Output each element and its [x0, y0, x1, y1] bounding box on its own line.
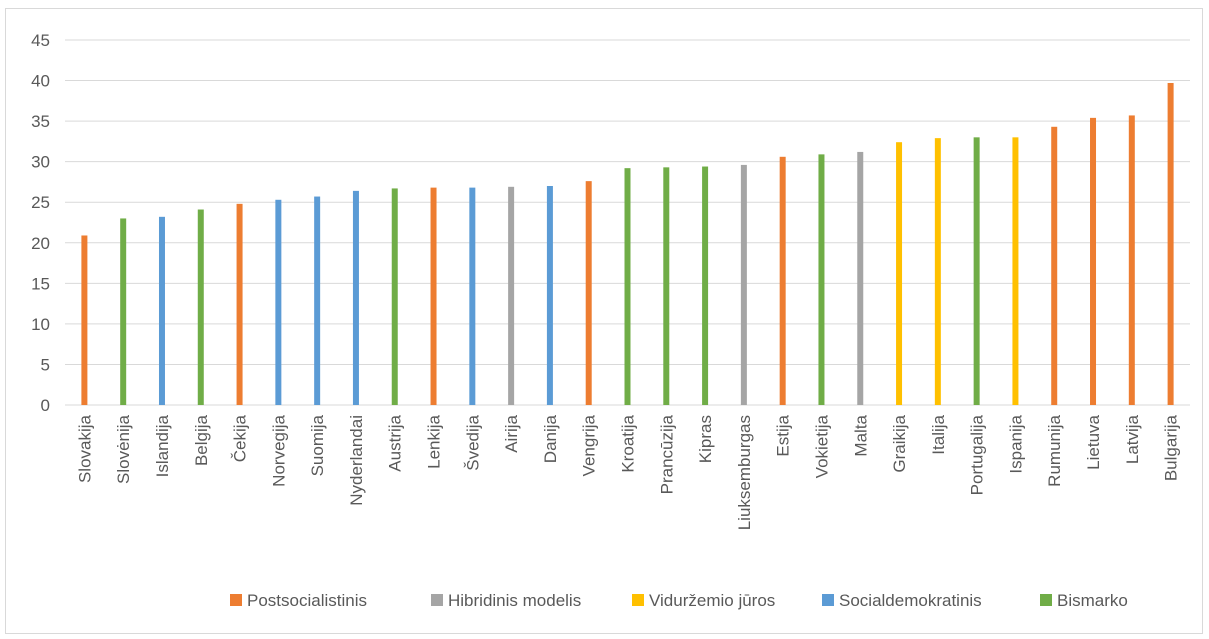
x-tick-label: Danija [541, 414, 560, 463]
x-tick-label: Portugalija [968, 414, 987, 495]
x-tick-label: Rumunija [1045, 414, 1064, 486]
x-tick-label: Kroatija [619, 414, 638, 472]
x-tick-label: Švedija [463, 414, 482, 470]
bar [896, 142, 903, 405]
x-tick-label: Vengrija [580, 414, 599, 476]
y-tick-label: 20 [31, 234, 50, 253]
legend-label: Hibridinis modelis [448, 591, 581, 610]
y-tick-label: 10 [31, 315, 50, 334]
bar [120, 218, 127, 405]
bar [1051, 126, 1058, 406]
y-tick-label: 45 [31, 31, 50, 50]
bar [857, 151, 864, 405]
bar [818, 154, 825, 405]
bar [81, 235, 88, 405]
y-tick-label: 35 [31, 112, 50, 131]
x-tick-label: Estija [774, 414, 793, 456]
bar [624, 168, 631, 405]
x-tick-label: Austrija [386, 414, 405, 471]
bar [391, 188, 398, 405]
bar [934, 138, 941, 405]
bar [546, 186, 553, 405]
x-tick-label: Prancūzija [657, 414, 676, 494]
legend-label: Postsocialistinis [247, 591, 367, 610]
bar [197, 209, 204, 405]
x-tick-label: Latvija [1123, 414, 1142, 464]
bar [508, 186, 515, 405]
y-tick-label: 15 [31, 274, 50, 293]
x-tick-label: Ispanija [1006, 414, 1025, 473]
x-tick-label: Lenkija [425, 414, 444, 468]
bar [314, 196, 321, 405]
bar [352, 190, 359, 405]
x-tick-label: Čekija [231, 414, 250, 462]
y-tick-label: 30 [31, 153, 50, 172]
legend-swatch [230, 594, 242, 606]
x-tick-label: Islandija [153, 414, 172, 477]
y-tick-label: 40 [31, 72, 50, 91]
bar [469, 187, 476, 405]
chart-area [5, 8, 1203, 634]
bar [663, 167, 670, 405]
bar [430, 187, 437, 405]
x-tick-label: Slovėnija [114, 414, 133, 484]
bar [1128, 115, 1135, 405]
x-tick-label: Suomija [308, 414, 327, 476]
bar [158, 216, 165, 405]
bar [702, 166, 709, 405]
legend-swatch [822, 594, 834, 606]
x-tick-label: Nyderlandai [347, 415, 366, 506]
bar [275, 199, 282, 405]
x-tick-label: Malta [851, 414, 870, 456]
legend-label: Viduržemio jūros [649, 591, 775, 610]
bar [1012, 137, 1019, 406]
x-tick-label: Liuksemburgas [735, 415, 754, 530]
x-tick-label: Graikija [890, 414, 909, 472]
x-tick-label: Belgija [192, 414, 211, 466]
bar [740, 164, 747, 405]
bar [585, 181, 592, 405]
x-tick-label: Kipras [696, 415, 715, 463]
legend-label: Bismarko [1057, 591, 1128, 610]
legend-swatch [1040, 594, 1052, 606]
legend-label: Socialdemokratinis [839, 591, 982, 610]
bar [236, 203, 243, 405]
x-tick-label: Italija [929, 414, 948, 454]
x-tick-label: Norvegija [269, 414, 288, 486]
bar [973, 137, 980, 406]
bar [1090, 117, 1097, 405]
x-tick-label: Vokietija [812, 414, 831, 478]
x-tick-label: Slovakija [75, 414, 94, 483]
bar [1167, 82, 1174, 405]
bar [779, 156, 786, 405]
x-tick-label: Airija [502, 414, 521, 452]
legend-swatch [632, 594, 644, 606]
y-tick-label: 5 [41, 355, 50, 374]
y-tick-label: 25 [31, 193, 50, 212]
legend-swatch [431, 594, 443, 606]
x-tick-label: Lietuva [1084, 414, 1103, 469]
y-tick-label: 0 [41, 396, 50, 415]
x-tick-label: Bulgarija [1162, 414, 1181, 481]
